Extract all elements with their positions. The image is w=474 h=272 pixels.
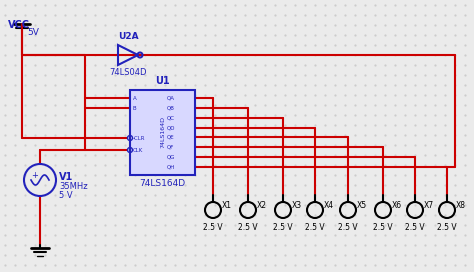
Text: 2.5 V: 2.5 V: [273, 223, 293, 232]
Text: X5: X5: [357, 202, 367, 211]
Text: U1: U1: [155, 76, 170, 86]
Text: 5 V: 5 V: [59, 191, 73, 200]
Text: 2.5 V: 2.5 V: [305, 223, 325, 232]
Text: 2.5 V: 2.5 V: [373, 223, 393, 232]
Text: 2.5 V: 2.5 V: [437, 223, 457, 232]
Text: +: +: [31, 171, 38, 180]
Text: 2.5 V: 2.5 V: [338, 223, 358, 232]
Text: 2.5 V: 2.5 V: [405, 223, 425, 232]
Text: QF: QF: [167, 145, 174, 150]
Text: 5V: 5V: [27, 28, 39, 37]
Text: U2A: U2A: [118, 32, 138, 41]
Text: X7: X7: [424, 202, 434, 211]
Text: QH: QH: [167, 165, 175, 169]
Text: X4: X4: [324, 202, 334, 211]
Text: B: B: [133, 106, 137, 110]
FancyBboxPatch shape: [130, 90, 195, 175]
Text: X2: X2: [257, 202, 267, 211]
Text: X1: X1: [222, 202, 232, 211]
Text: 2.5 V: 2.5 V: [203, 223, 223, 232]
Text: X3: X3: [292, 202, 302, 211]
Text: 74LS164D: 74LS164D: [160, 116, 165, 149]
Text: -CLR: -CLR: [133, 135, 146, 141]
Text: X6: X6: [392, 202, 402, 211]
Text: QA: QA: [167, 95, 175, 100]
Text: QD: QD: [167, 125, 175, 130]
Text: 74LS164D: 74LS164D: [139, 179, 185, 188]
Text: X8: X8: [456, 202, 466, 211]
Text: QE: QE: [167, 135, 174, 140]
Text: 35MHz: 35MHz: [59, 182, 88, 191]
Text: A: A: [133, 95, 137, 100]
Text: QB: QB: [167, 105, 175, 110]
Text: 74LS04D: 74LS04D: [109, 68, 147, 77]
Text: QC: QC: [167, 115, 175, 120]
Text: VCC: VCC: [8, 20, 30, 30]
Text: V1: V1: [59, 172, 73, 182]
Text: QG: QG: [167, 155, 175, 160]
Text: 2.5 V: 2.5 V: [238, 223, 258, 232]
Text: CLK: CLK: [133, 147, 143, 153]
